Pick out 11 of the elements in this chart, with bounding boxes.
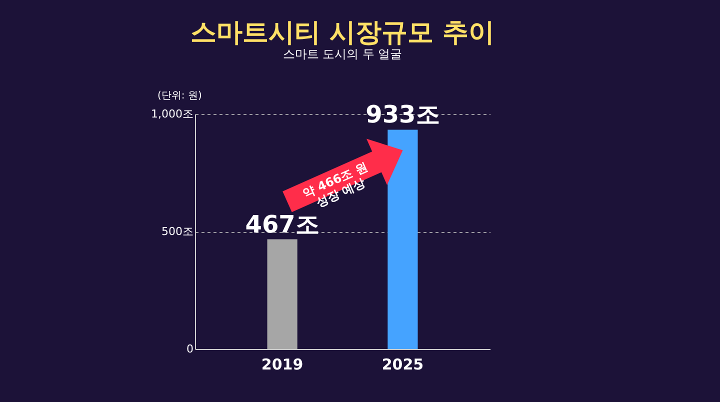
x-tick-label: 2025 xyxy=(382,356,424,374)
y-tick-label: 500조 xyxy=(162,225,194,238)
chart-subtitle: 스마트 도시의 두 얼굴 xyxy=(282,47,402,61)
y-tick-label: 0 xyxy=(186,342,194,356)
data-label: 467조 xyxy=(245,210,320,238)
y-axis-title: (단위: 원) xyxy=(158,90,202,102)
y-tick-label: 1,000조 xyxy=(151,108,194,120)
data-label: 933조 xyxy=(366,100,440,129)
chart-title: 스마트시티 시장규모 추이 xyxy=(190,18,495,48)
annotation: 약 466조 원 성장 예상 xyxy=(300,159,370,210)
x-tick-label: 2019 xyxy=(261,356,304,374)
